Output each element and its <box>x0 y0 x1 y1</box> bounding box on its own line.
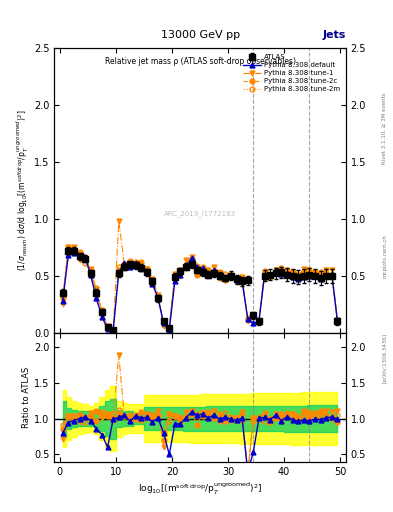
Text: 13000 GeV pp: 13000 GeV pp <box>160 30 240 40</box>
Text: Rivet 3.1.10, ≥ 3M events: Rivet 3.1.10, ≥ 3M events <box>382 92 387 164</box>
Text: Jets: Jets <box>323 30 346 40</box>
Legend: ATLAS, Pythia 8.308 default, Pythia 8.308 tune-1, Pythia 8.308 tune-2c, Pythia 8: ATLAS, Pythia 8.308 default, Pythia 8.30… <box>241 52 342 94</box>
Text: Relative jet mass ρ (ATLAS soft-drop observables): Relative jet mass ρ (ATLAS soft-drop obs… <box>105 57 296 66</box>
X-axis label: log$_{10}$[(m$^{\rm soft\ drop}$/p$_T^{\rm ungroomed})^2$]: log$_{10}$[(m$^{\rm soft\ drop}$/p$_T^{\… <box>138 481 262 497</box>
Y-axis label: Ratio to ATLAS: Ratio to ATLAS <box>22 367 31 428</box>
Y-axis label: $(1/\sigma_{resum})$ d$\sigma$/d log$_{10}$[(m$^{soft drop}$/p$_T^{ungroomed})^2: $(1/\sigma_{resum})$ d$\sigma$/d log$_{1… <box>15 110 31 271</box>
Text: [arXiv:1306.3436]: [arXiv:1306.3436] <box>382 333 387 383</box>
Text: mcplots.cern.ch: mcplots.cern.ch <box>382 234 387 278</box>
Text: ARC_2019_I1772183: ARC_2019_I1772183 <box>164 210 236 217</box>
